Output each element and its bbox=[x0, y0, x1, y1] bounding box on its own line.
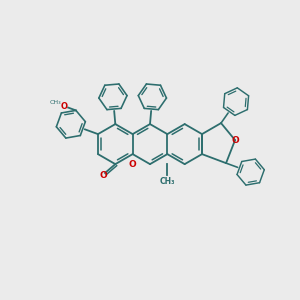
Text: O: O bbox=[129, 160, 136, 169]
Text: O: O bbox=[231, 136, 239, 145]
Text: CH₃: CH₃ bbox=[49, 100, 61, 105]
Text: O: O bbox=[61, 102, 68, 111]
Text: CH₃: CH₃ bbox=[160, 177, 175, 186]
Text: O: O bbox=[100, 171, 107, 180]
